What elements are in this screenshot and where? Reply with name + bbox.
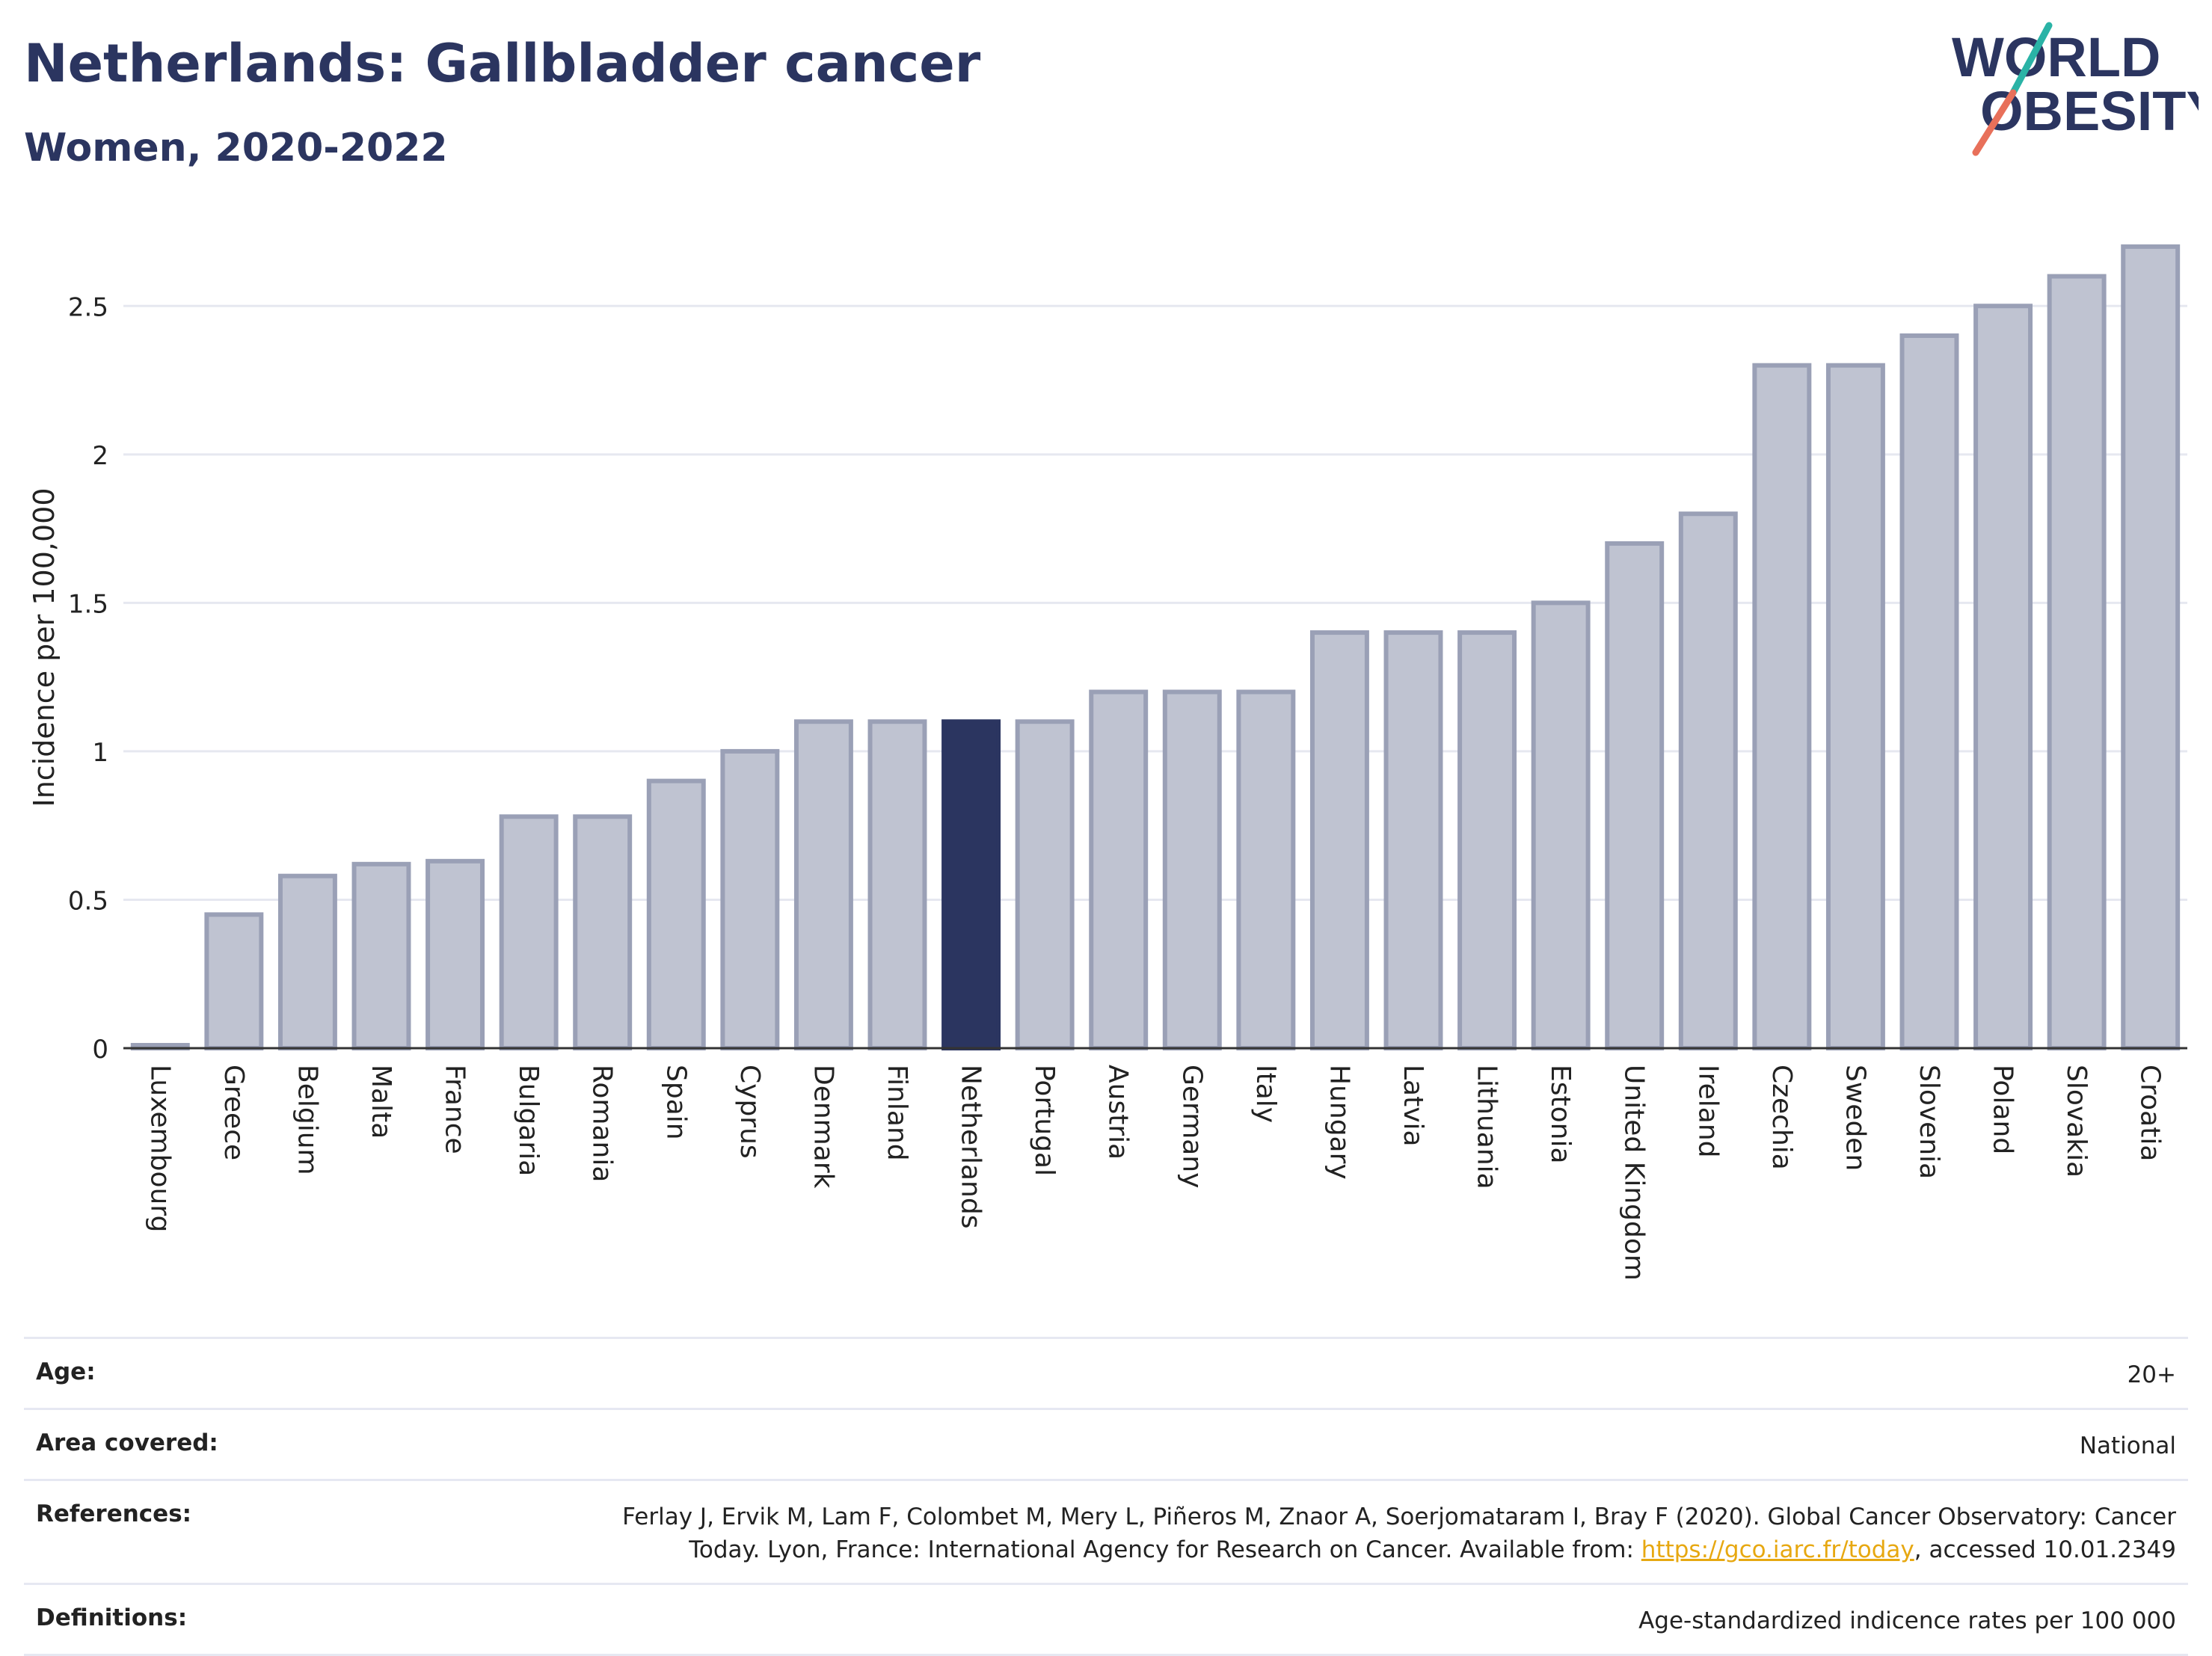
x-tick-label: Spain (660, 1065, 691, 1140)
x-tick-label: Austria (1103, 1065, 1134, 1160)
logo-slash-top (2009, 22, 2053, 96)
page-subtitle: Women, 2020-2022 (24, 126, 448, 170)
age-value: 20+ (2127, 1361, 2176, 1388)
y-tick-label: 0 (92, 1035, 108, 1065)
area-value: National (2079, 1432, 2176, 1459)
y-tick-label: 1 (92, 738, 108, 768)
bar-ireland (1678, 511, 1738, 1050)
bar-greece (204, 912, 264, 1050)
x-tick-label: Croatia (2135, 1065, 2166, 1161)
bar-bulgaria (499, 814, 559, 1050)
x-tick-label: Portugal (1029, 1065, 1060, 1176)
page-title: Netherlands: Gallbladder cancer (24, 33, 981, 94)
bar-slovakia (2047, 274, 2107, 1051)
bar-spain (646, 778, 706, 1050)
references-value: Ferlay J, Ervik M, Lam F, Colombet M, Me… (622, 1500, 2176, 1566)
world-obesity-logo: WORLD OBESITY (1952, 22, 2199, 156)
bar-belgium (277, 873, 337, 1050)
x-tick-label: France (440, 1065, 470, 1154)
x-tick-label: Latvia (1398, 1065, 1428, 1147)
x-tick-label: Bulgaria (513, 1065, 544, 1176)
meta-row-age: Age: 20+ (24, 1337, 2188, 1408)
x-tick-label: Czechia (1766, 1065, 1797, 1170)
bar-united-kingdom (1605, 541, 1665, 1051)
bar-estonia (1531, 600, 1591, 1050)
logo-slash-bottom (1972, 89, 2017, 156)
x-tick-label: Slovakia (2061, 1065, 2092, 1178)
logo-word-1: WORLD (1952, 26, 2161, 88)
x-axis-ticks: Luxembourg Greece Belgium Malta France Bulgar… (144, 1065, 2165, 1281)
y-axis-label: Incidence per 100,000 (28, 487, 61, 807)
x-tick-label: Belgium (292, 1065, 322, 1175)
x-tick-label: Ireland (1692, 1065, 1723, 1158)
bar-chart: 0 0.5 1 1.5 2 2.5 Luxembourg Greece Belgium Malt… (28, 244, 2187, 1281)
area-label: Area covered: (36, 1429, 218, 1456)
bar-latvia (1383, 630, 1443, 1050)
bar-czechia (1752, 363, 1812, 1050)
bar-france (425, 858, 485, 1050)
bar-denmark (793, 719, 853, 1050)
meta-row-area: Area covered: National (24, 1408, 2188, 1479)
x-tick-label: Malta (366, 1065, 396, 1139)
x-tick-label: Cyprus (734, 1065, 765, 1159)
x-tick-label: Estonia (1545, 1065, 1576, 1164)
references-line-1: Ferlay J, Ervik M, Lam F, Colombet M, Me… (622, 1503, 2176, 1530)
bar-romania (573, 814, 633, 1050)
definitions-value: Age-standardized indicence rates per 100… (1638, 1607, 2176, 1634)
x-tick-label: United Kingdom (1619, 1065, 1650, 1281)
y-tick-label: 1.5 (68, 589, 108, 619)
bars (130, 244, 2181, 1051)
meta-row-references: References: Ferlay J, Ervik M, Lam F, Co… (24, 1479, 2188, 1583)
definitions-label: Definitions: (36, 1604, 188, 1631)
references-label: References: (36, 1500, 192, 1527)
meta-row-definitions: Definitions: Age-standardized indicence … (24, 1583, 2188, 1656)
references-line-2-prefix: Today. Lyon, France: International Agenc… (689, 1536, 1641, 1563)
x-tick-label: Italy (1250, 1065, 1281, 1123)
bar-cyprus (720, 748, 780, 1051)
references-link[interactable]: https://gco.iarc.fr/today (1641, 1536, 1914, 1563)
x-tick-label: Finland (882, 1065, 912, 1161)
x-tick-label: Poland (1988, 1065, 2018, 1154)
x-tick-label: Slovenia (1914, 1065, 1944, 1179)
x-tick-label: Sweden (1840, 1065, 1870, 1171)
y-tick-label: 2.5 (68, 292, 108, 322)
x-tick-label: Netherlands (956, 1065, 986, 1228)
bar-malta (351, 861, 411, 1051)
x-tick-label: Luxembourg (144, 1065, 175, 1232)
x-tick-label: Hungary (1324, 1065, 1354, 1180)
bar-germany (1162, 689, 1222, 1050)
bar-italy (1236, 689, 1296, 1050)
y-tick-label: 0.5 (68, 886, 108, 916)
bar-austria (1089, 689, 1149, 1050)
y-tick-label: 2 (92, 441, 108, 471)
x-tick-label: Denmark (808, 1065, 838, 1189)
bar-sweden (1825, 363, 1885, 1050)
bar-hungary (1309, 630, 1369, 1050)
age-label: Age: (36, 1358, 96, 1385)
x-tick-label: Greece (218, 1065, 249, 1160)
bar-slovenia (1899, 333, 1959, 1050)
x-tick-label: Germany (1176, 1065, 1207, 1188)
bar-lithuania (1457, 630, 1517, 1050)
bar-poland (1973, 304, 2033, 1051)
references-line-2-suffix: , accessed 10.01.2349 (1914, 1536, 2176, 1563)
x-tick-label: Lithuania (1472, 1065, 1502, 1189)
bar-finland (867, 719, 927, 1050)
y-axis-ticks: 0 0.5 1 1.5 2 2.5 (68, 292, 108, 1065)
bar-netherlands (941, 719, 1001, 1050)
bar-portugal (1015, 719, 1075, 1050)
x-tick-label: Romania (587, 1065, 618, 1182)
metadata-table: Age: 20+ Area covered: National Referenc… (24, 1337, 2188, 1656)
bar-croatia (2121, 244, 2181, 1051)
